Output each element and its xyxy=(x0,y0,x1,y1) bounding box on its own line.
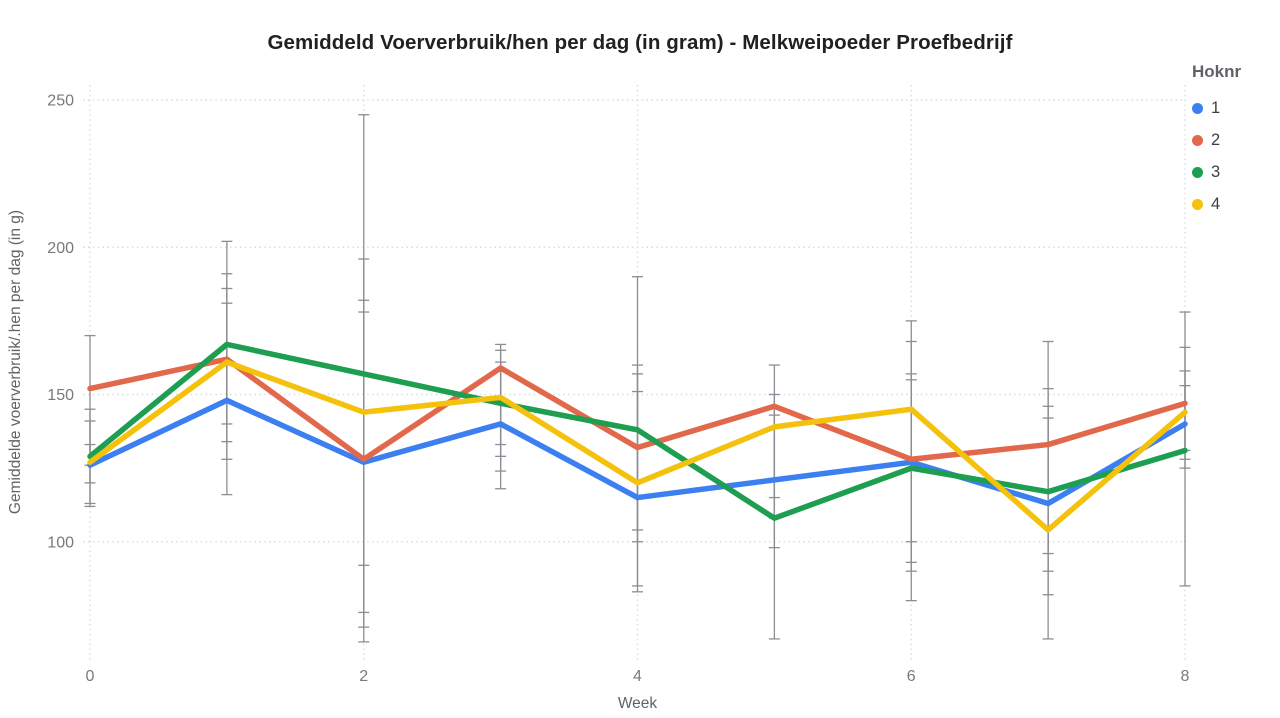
chart-title: Gemiddeld Voerverbruik/hen per dag (in g… xyxy=(267,31,1013,54)
x-tick-label: 6 xyxy=(907,668,916,685)
legend-item-label: 1 xyxy=(1211,98,1221,117)
series-line-4 xyxy=(87,359,1188,533)
legend-dot-icon xyxy=(1192,198,1203,210)
x-tick-label: 4 xyxy=(633,668,642,685)
legend-item-label: 2 xyxy=(1211,130,1221,149)
legend-dot-icon xyxy=(1192,102,1203,114)
legend-item-1[interactable]: 1 xyxy=(1192,92,1241,124)
y-tick-label: 150 xyxy=(47,387,74,404)
y-tick-label: 250 xyxy=(47,93,74,110)
y-axis-label: Gemiddelde voerverbruik/.hen per dag (in… xyxy=(7,210,24,514)
y-tick-label: 200 xyxy=(47,240,74,257)
legend-item-2[interactable]: 2 xyxy=(1192,124,1241,156)
series-line-3 xyxy=(87,341,1188,521)
legend: Hoknr 1 2 3 4 xyxy=(1192,62,1241,220)
y-tick-label: 100 xyxy=(47,534,74,551)
x-tick-label: 2 xyxy=(359,668,368,685)
legend-item-label: 3 xyxy=(1211,162,1221,181)
legend-dot-icon xyxy=(1192,166,1203,178)
x-tick-label: 8 xyxy=(1181,668,1190,685)
legend-dot-icon xyxy=(1192,134,1203,146)
series-line-2 xyxy=(87,356,1188,463)
legend-title: Hoknr xyxy=(1192,62,1242,81)
legend-item-4[interactable]: 4 xyxy=(1192,188,1241,220)
legend-items: 1 2 3 4 xyxy=(1192,92,1241,220)
x-tick-label: 0 xyxy=(86,668,95,685)
x-axis-label: Week xyxy=(618,695,658,712)
legend-item-3[interactable]: 3 xyxy=(1192,156,1241,188)
legend-item-label: 4 xyxy=(1211,194,1221,213)
